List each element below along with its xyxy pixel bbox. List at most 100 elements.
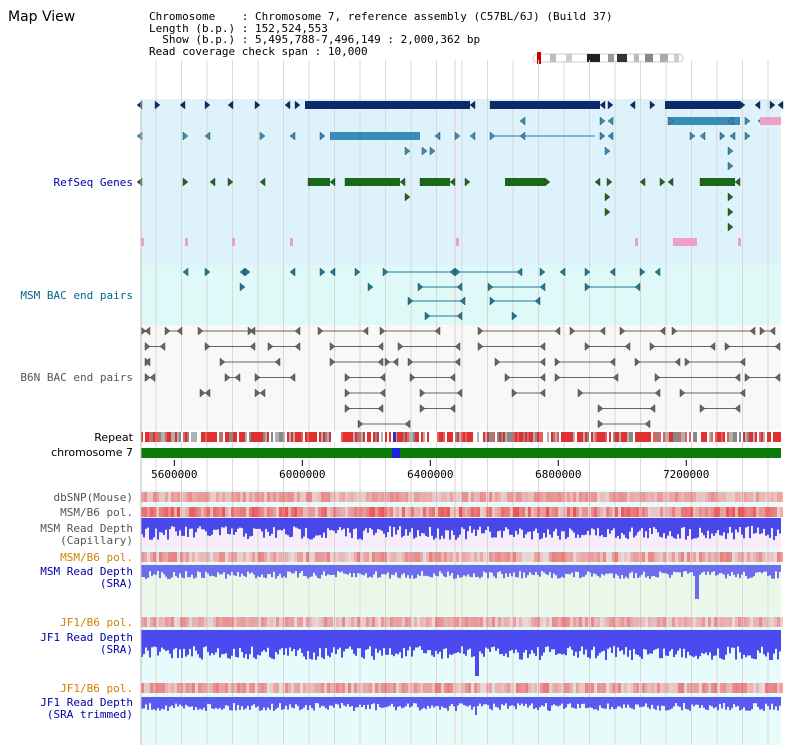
msm-bac-label[interactable]: MSM BAC end pairs	[20, 289, 133, 302]
msm-pol2-density	[237, 552, 240, 562]
jf1-trimmed-depth	[483, 697, 485, 705]
jf1-trimmed-depth	[197, 697, 199, 710]
jf1-sra-depth	[205, 630, 207, 647]
msm-pol2-density	[210, 552, 213, 562]
msm-pol2-density	[192, 552, 195, 562]
jf1-pol2-density	[645, 683, 648, 693]
refseq-label[interactable]: RefSeq Genes	[53, 176, 133, 189]
jf1-pol-density	[429, 617, 432, 627]
msm-sra-depth	[285, 565, 287, 578]
msm-pol2-density	[519, 552, 522, 562]
dbsnp-density	[234, 492, 237, 502]
jf1-pol-density	[288, 617, 291, 627]
jf1-sra-depth	[249, 630, 251, 655]
b6n-bac-pair-end	[144, 373, 151, 382]
jf1-pol2-density	[573, 683, 576, 693]
repeat-feature	[469, 432, 471, 442]
jf1-sra-depth	[665, 630, 667, 656]
jf1-pol2-density	[318, 683, 321, 693]
jf1-pol-density	[297, 617, 300, 627]
jf1-pol2-density	[702, 683, 705, 693]
jf1-sra-depth	[167, 630, 169, 651]
msm-pol2-density	[480, 552, 483, 562]
dbsnp-density	[594, 492, 597, 502]
repeat-feature	[239, 432, 241, 442]
msm-capillary-depth	[231, 518, 233, 529]
jf1-trimmed-depth	[201, 697, 203, 710]
msm-capillary-depth	[359, 518, 361, 539]
jf1-sra-depth	[769, 630, 771, 660]
jf1-trimmed-depth	[533, 697, 535, 710]
msm-capillary-depth	[227, 518, 229, 534]
msm-capillary-depth	[733, 518, 735, 540]
jf1-sra-depth	[551, 630, 553, 650]
jf1-trimmed-depth	[681, 697, 683, 711]
msm-sra-depth	[631, 565, 633, 572]
jf1-sra-depth	[423, 630, 425, 654]
jf1-trimmed-depth	[179, 697, 181, 705]
msm-sra-depth	[191, 565, 193, 575]
jf1-trimmed-depth	[283, 697, 285, 710]
repeat-feature	[393, 432, 396, 442]
dbsnp-density	[252, 492, 255, 502]
msm-pol2-density	[330, 552, 333, 562]
jf1-sra-depth	[575, 630, 577, 652]
jf1-sra-depth	[731, 630, 733, 648]
repeat-feature	[703, 432, 705, 442]
b6n-bac-label[interactable]: B6N BAC end pairs	[20, 371, 133, 384]
msm-sra-depth	[651, 565, 653, 577]
dbsnp-density	[276, 492, 279, 502]
msm-sra-depth	[569, 565, 571, 575]
jf1-sra-depth	[565, 630, 567, 656]
jf1-pol-density	[588, 617, 591, 627]
jf1-trimmed-depth	[711, 697, 713, 707]
jf1-pol-density	[468, 617, 471, 627]
jf1-sra-depth	[689, 630, 691, 656]
repeat-feature	[275, 432, 277, 442]
dbsnp-density	[174, 492, 177, 502]
jf1-pol-density	[546, 617, 549, 627]
jf1-pol2-density	[654, 683, 657, 693]
repeat-feature	[385, 432, 387, 442]
msm-pol-density	[576, 507, 579, 517]
repeat-feature	[759, 432, 761, 442]
repeat-feature	[769, 432, 771, 442]
jf1-pol2-density	[621, 683, 624, 693]
dbsnp-density	[564, 492, 567, 502]
jf1-pol2-density	[366, 683, 369, 693]
jf1-pol2-density	[327, 683, 330, 693]
msm-sra-depth	[389, 565, 391, 579]
jf1-sra-depth	[515, 630, 517, 650]
msm-pol-density	[444, 507, 447, 517]
jf1-trimmed-depth	[653, 697, 655, 709]
repeat-feature	[455, 432, 457, 442]
jf1-sra-depth	[473, 630, 475, 657]
msm-pol-density	[348, 507, 351, 517]
jf1-pol-density	[327, 617, 330, 627]
repeat-feature	[163, 432, 165, 442]
jf1-sra-depth	[395, 630, 397, 654]
chromosome-ideogram[interactable]	[0, 0, 800, 70]
jf1-sra-depth	[571, 630, 573, 650]
jf1-trimmed-depth	[215, 697, 217, 708]
jf1-trimmed-depth	[671, 697, 673, 709]
repeat-feature	[217, 432, 219, 442]
dbsnp-density	[669, 492, 672, 502]
msm-capillary-depth	[373, 518, 375, 536]
jf1-pol-density	[228, 617, 231, 627]
dbsnp-density	[486, 492, 489, 502]
repeat-feature	[381, 432, 383, 442]
jf1-sra-depth	[491, 630, 493, 648]
jf1-sra-depth	[169, 630, 171, 654]
msm-pol2-density	[573, 552, 576, 562]
dbsnp-density	[684, 492, 687, 502]
msm-sra-depth	[623, 565, 625, 579]
jf1-pol2-density	[435, 683, 438, 693]
msm-capillary-depth	[199, 518, 201, 527]
msm-capillary-depth	[323, 518, 325, 533]
jf1-trimmed-depth	[531, 697, 533, 704]
gene-exon	[469, 100, 476, 110]
msm-pol-density	[360, 507, 363, 517]
jf1-trimmed-depth	[143, 697, 145, 709]
